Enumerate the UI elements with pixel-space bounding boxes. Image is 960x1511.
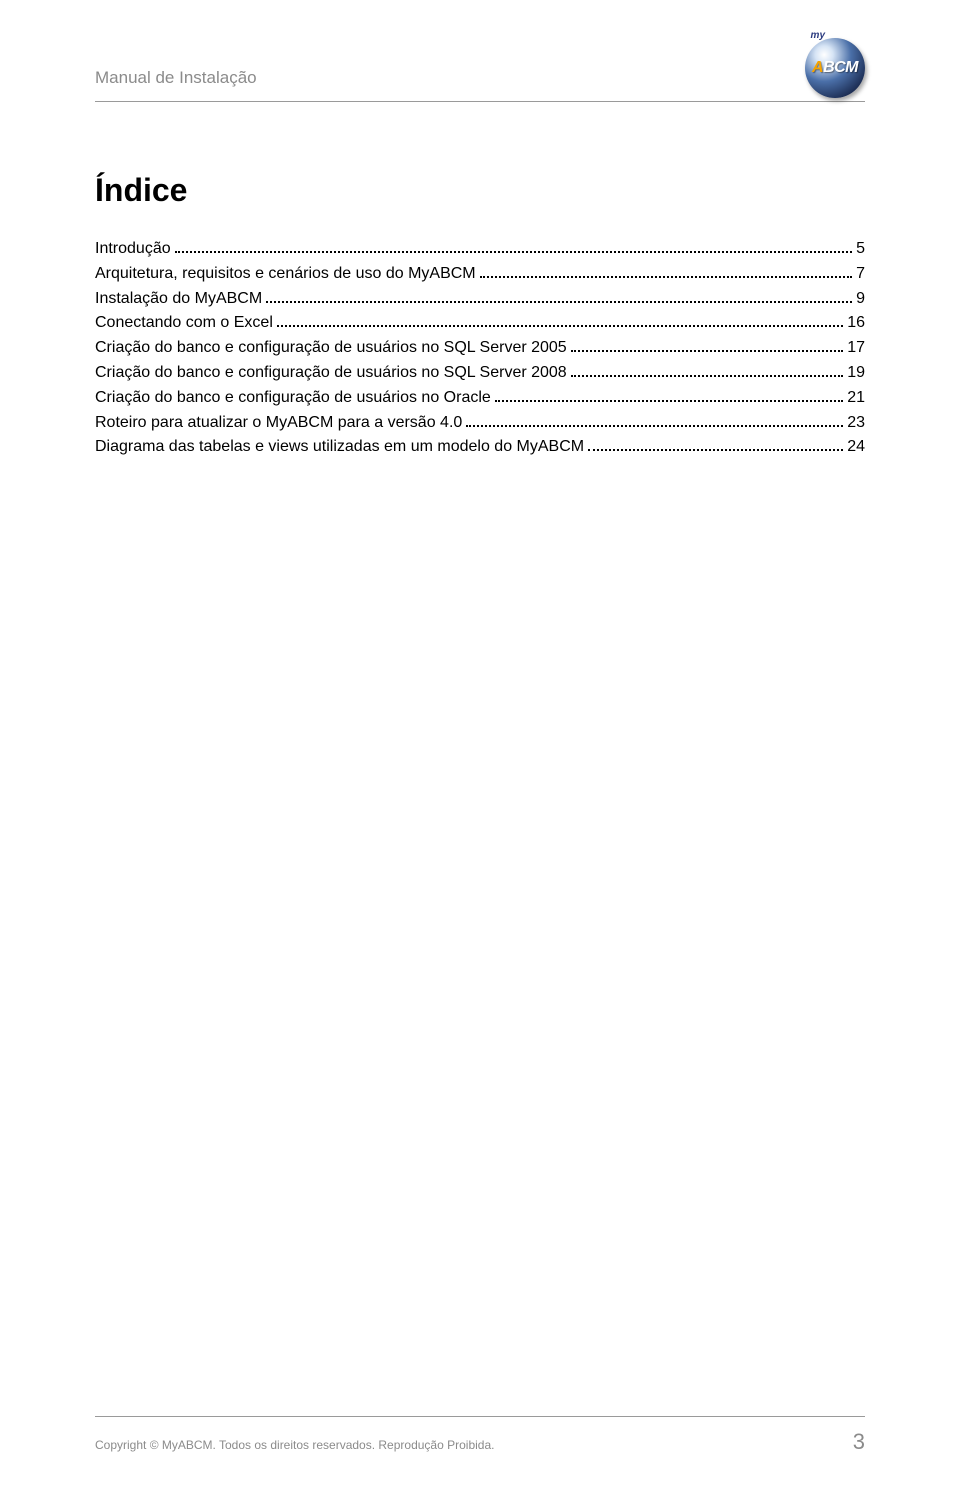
- toc-item[interactable]: Criação do banco e configuração de usuár…: [95, 336, 865, 361]
- footer-page-number: 3: [853, 1429, 865, 1455]
- toc-leader-dots: [480, 276, 852, 278]
- toc-leader-dots: [466, 425, 843, 427]
- toc-item-page: 7: [856, 262, 865, 287]
- toc-item-page: 24: [847, 435, 865, 460]
- toc-item-label: Arquitetura, requisitos e cenários de us…: [95, 262, 476, 287]
- footer: Copyright © MyABCM. Todos os direitos re…: [95, 1416, 865, 1455]
- logo-text: ABCM: [812, 59, 858, 77]
- toc-item[interactable]: Criação do banco e configuração de usuár…: [95, 386, 865, 411]
- toc-item-label: Criação do banco e configuração de usuár…: [95, 336, 567, 361]
- page: Manual de Instalação my ABCM Índice Intr…: [0, 0, 960, 1511]
- toc-item[interactable]: Roteiro para atualizar o MyABCM para a v…: [95, 411, 865, 436]
- toc-item-page: 19: [847, 361, 865, 386]
- toc-item-label: Introdução: [95, 237, 171, 262]
- footer-copyright: Copyright © MyABCM. Todos os direitos re…: [95, 1438, 494, 1452]
- toc-list: Introdução 5 Arquitetura, requisitos e c…: [95, 237, 865, 460]
- logo-letters-bcm: BCM: [823, 59, 858, 76]
- toc-item-label: Diagrama das tabelas e views utilizadas …: [95, 435, 584, 460]
- toc-item[interactable]: Arquitetura, requisitos e cenários de us…: [95, 262, 865, 287]
- footer-row: Copyright © MyABCM. Todos os direitos re…: [95, 1429, 865, 1455]
- toc-leader-dots: [266, 301, 852, 303]
- logo-globe-icon: ABCM: [805, 38, 865, 98]
- toc-item[interactable]: Introdução 5: [95, 237, 865, 262]
- header: Manual de Instalação my ABCM: [95, 30, 865, 98]
- toc-leader-dots: [175, 251, 852, 253]
- toc-item-label: Criação do banco e configuração de usuár…: [95, 361, 567, 386]
- toc-item-page: 17: [847, 336, 865, 361]
- toc-item[interactable]: Criação do banco e configuração de usuár…: [95, 361, 865, 386]
- toc-leader-dots: [495, 400, 843, 402]
- content-area: Índice Introdução 5 Arquitetura, requisi…: [95, 102, 865, 460]
- document-title: Manual de Instalação: [95, 30, 257, 88]
- toc-item-label: Roteiro para atualizar o MyABCM para a v…: [95, 411, 462, 436]
- toc-item[interactable]: Conectando com o Excel 16: [95, 311, 865, 336]
- toc-item[interactable]: Instalação do MyABCM 9: [95, 287, 865, 312]
- logo-letter-a: A: [812, 59, 823, 76]
- toc-item-label: Conectando com o Excel: [95, 311, 273, 336]
- toc-item-page: 5: [856, 237, 865, 262]
- footer-divider: [95, 1416, 865, 1417]
- toc-leader-dots: [571, 375, 844, 377]
- toc-item-page: 9: [856, 287, 865, 312]
- toc-item-label: Instalação do MyABCM: [95, 287, 262, 312]
- toc-leader-dots: [277, 325, 843, 327]
- toc-leader-dots: [588, 449, 843, 451]
- toc-item-page: 21: [847, 386, 865, 411]
- toc-item[interactable]: Diagrama das tabelas e views utilizadas …: [95, 435, 865, 460]
- toc-item-page: 23: [847, 411, 865, 436]
- toc-title: Índice: [95, 172, 865, 209]
- toc-item-label: Criação do banco e configuração de usuár…: [95, 386, 491, 411]
- toc-leader-dots: [571, 350, 844, 352]
- logo: my ABCM: [795, 30, 865, 96]
- toc-item-page: 16: [847, 311, 865, 336]
